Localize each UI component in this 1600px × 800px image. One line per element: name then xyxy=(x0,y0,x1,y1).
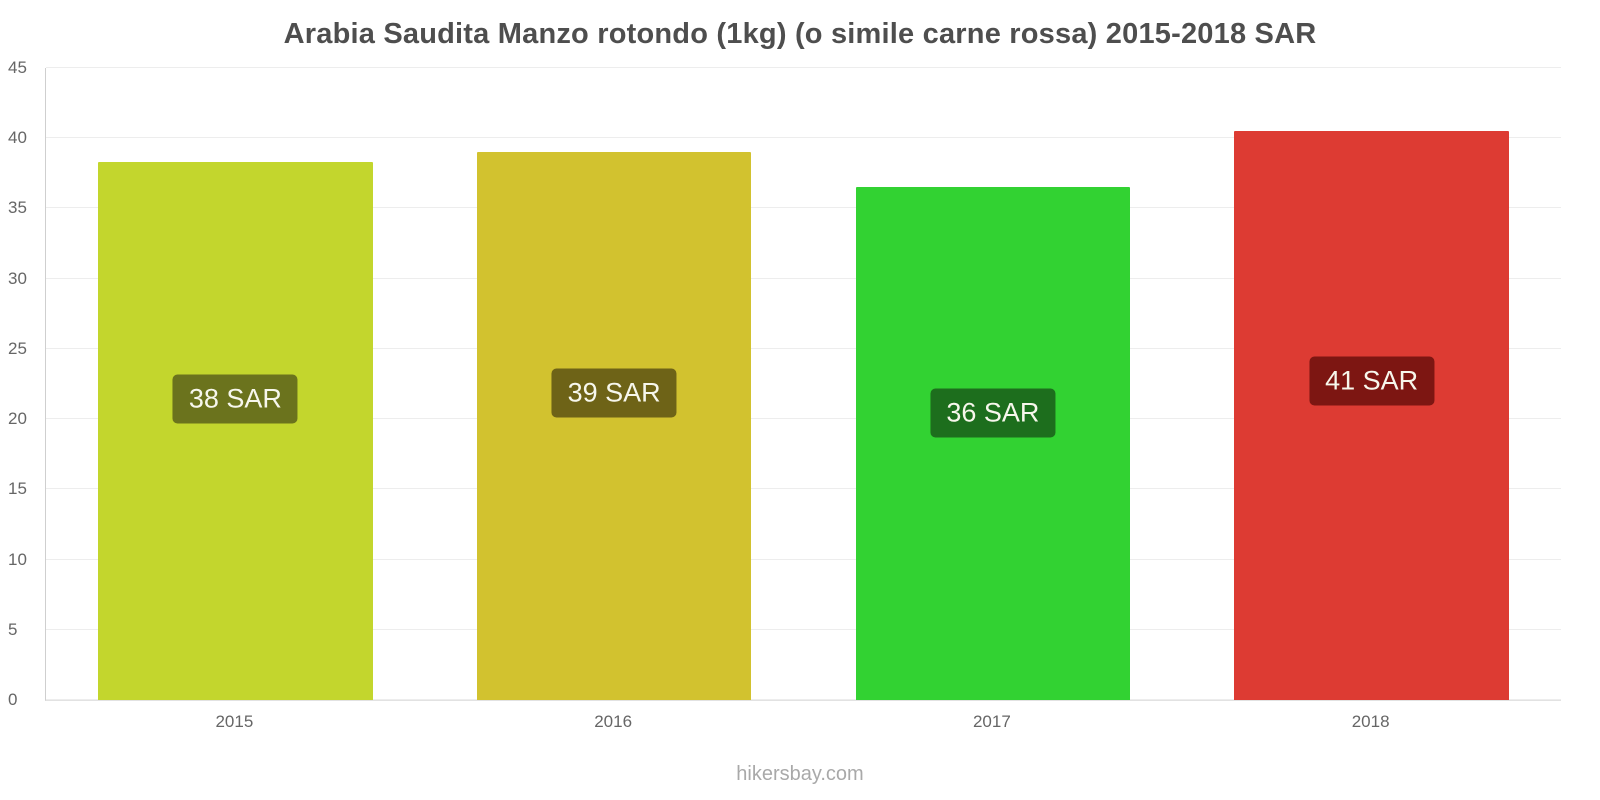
plot-area: 38 SAR 39 SAR 36 SAR 41 SAR xyxy=(45,67,1561,701)
y-axis-tick-label: 5 xyxy=(8,619,18,639)
watermark-text: hikersbay.com xyxy=(736,763,864,785)
gridline xyxy=(46,347,1561,349)
bar-slot: 38 SAR xyxy=(46,68,425,700)
y-axis-tick-label: 25 xyxy=(8,338,27,358)
y-axis-tick-label: 35 xyxy=(8,198,27,218)
x-axis-tick-label: 2018 xyxy=(1351,712,1390,731)
x-axis-tick-label: 2015 xyxy=(215,712,254,731)
gridline xyxy=(46,277,1561,279)
gridline xyxy=(46,558,1561,560)
x-axis-labels: 2015 2016 2017 2018 xyxy=(45,712,1560,732)
bar-2016: 39 SAR xyxy=(476,152,752,700)
gridline xyxy=(46,207,1561,209)
y-axis-tick-label: 45 xyxy=(8,58,27,77)
gridline xyxy=(46,418,1561,420)
x-axis-tick-label: 2016 xyxy=(594,712,633,731)
chart-title: Arabia Saudita Manzo rotondo (1kg) (o si… xyxy=(283,18,1317,50)
y-axis-tick-label: 30 xyxy=(8,268,27,288)
y-axis-labels: 0 5 10 15 20 25 30 35 40 45 xyxy=(8,58,42,709)
gridline xyxy=(46,628,1561,630)
bar-slot: 36 SAR xyxy=(804,68,1183,700)
bar-value-label: 39 SAR xyxy=(551,368,677,418)
gridline xyxy=(46,137,1561,139)
y-axis-tick-label: 40 xyxy=(8,128,27,148)
gridline xyxy=(46,67,1561,68)
x-axis-tick-label: 2017 xyxy=(972,712,1011,731)
y-axis-tick-label: 0 xyxy=(8,690,18,709)
bar-value-label: 38 SAR xyxy=(172,374,298,424)
bar-value-label: 36 SAR xyxy=(930,388,1056,438)
gridline xyxy=(46,488,1561,490)
bar-2015: 38 SAR xyxy=(98,162,373,700)
bar-slot: 39 SAR xyxy=(425,68,804,700)
bar-slot: 41 SAR xyxy=(1182,68,1561,700)
bar-value-label: 41 SAR xyxy=(1309,356,1435,406)
bar-2017: 36 SAR xyxy=(855,187,1131,700)
bar-2018: 41 SAR xyxy=(1234,131,1509,700)
gridline xyxy=(46,699,1561,700)
y-axis-tick-label: 10 xyxy=(8,549,27,569)
y-axis-tick-label: 15 xyxy=(8,479,27,499)
bars: 38 SAR 39 SAR 36 SAR 41 SAR xyxy=(46,68,1561,700)
y-axis-tick-label: 20 xyxy=(8,409,27,429)
